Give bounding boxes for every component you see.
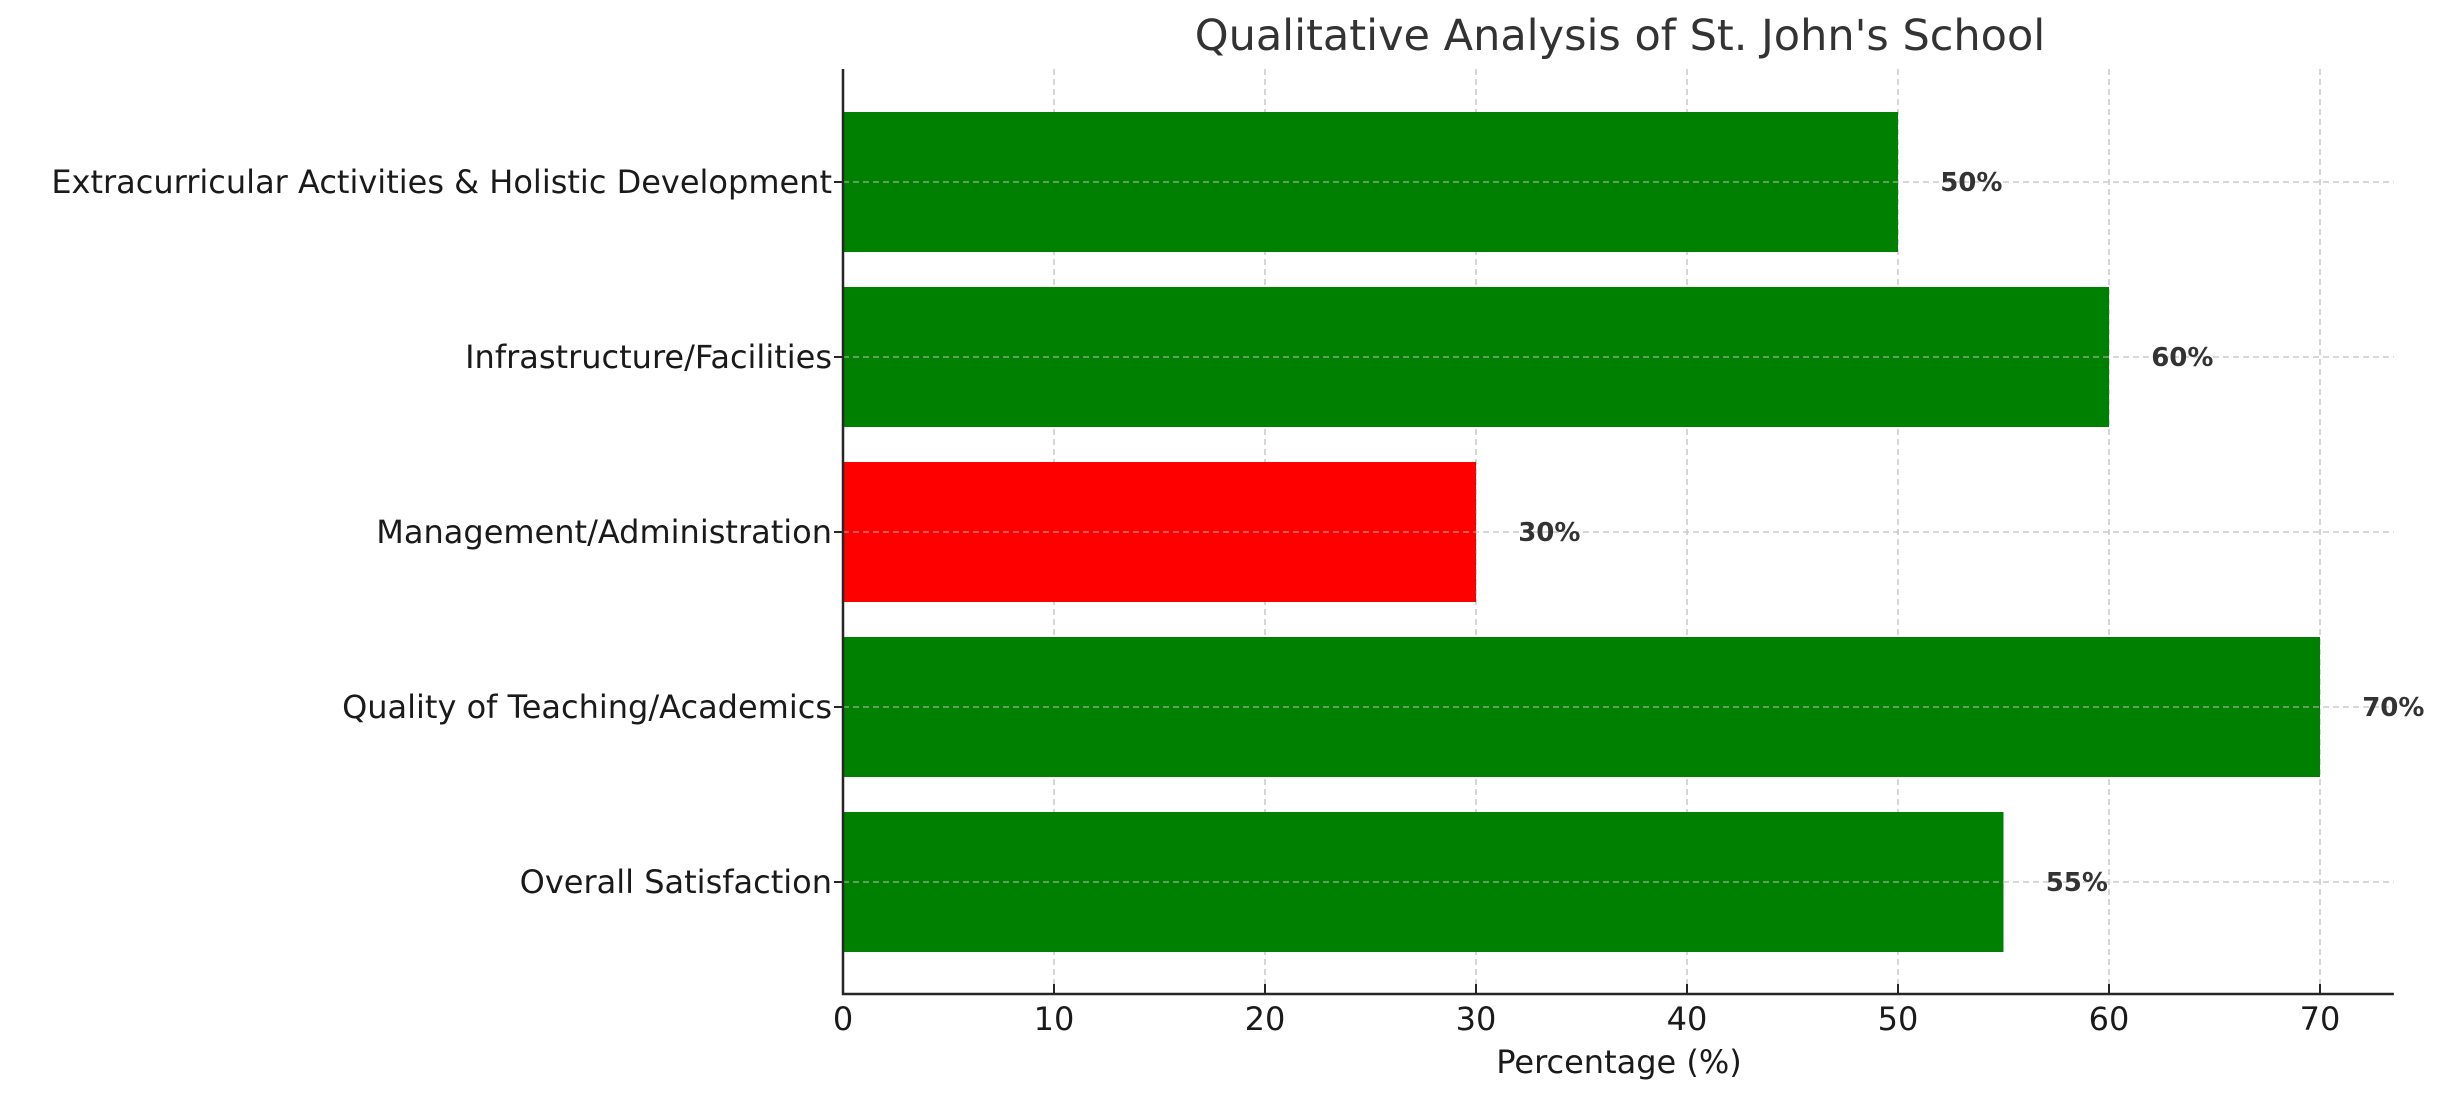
x-axis-label: Percentage (%) <box>1496 1043 1742 1081</box>
value-labels: 55% 70% 30% 60% 50% <box>1518 168 2424 898</box>
x-tick-label: 10 <box>1034 1000 1075 1038</box>
x-tick-label: 70 <box>2300 1000 2341 1038</box>
category-label: Management/Administration <box>376 513 832 551</box>
bar-value-label: 55% <box>2046 868 2108 898</box>
bar <box>843 112 1898 252</box>
chart-title: Qualitative Analysis of St. John's Schoo… <box>1195 11 2046 61</box>
bar-value-label: 50% <box>1940 168 2002 198</box>
category-label: Extracurricular Activities & Holistic De… <box>51 163 832 201</box>
y-axis-category-labels: Overall Satisfaction Quality of Teaching/… <box>51 163 843 901</box>
x-tick-label: 60 <box>2089 1000 2130 1038</box>
x-tick-label: 30 <box>1456 1000 1497 1038</box>
x-tick-label: 0 <box>833 1000 853 1038</box>
x-tick-label: 40 <box>1667 1000 1708 1038</box>
bar-value-label: 70% <box>2362 693 2424 723</box>
category-label: Quality of Teaching/Academics <box>342 688 832 726</box>
category-label: Overall Satisfaction <box>520 863 832 901</box>
x-tick-label: 20 <box>1245 1000 1286 1038</box>
x-tick-label: 50 <box>1878 1000 1919 1038</box>
bar-value-label: 30% <box>1518 518 1580 548</box>
x-axis-ticks: 0 10 20 30 40 50 60 70 <box>833 984 2341 1038</box>
category-label: Infrastructure/Facilities <box>465 338 832 376</box>
bar-value-label: 60% <box>2151 343 2213 373</box>
